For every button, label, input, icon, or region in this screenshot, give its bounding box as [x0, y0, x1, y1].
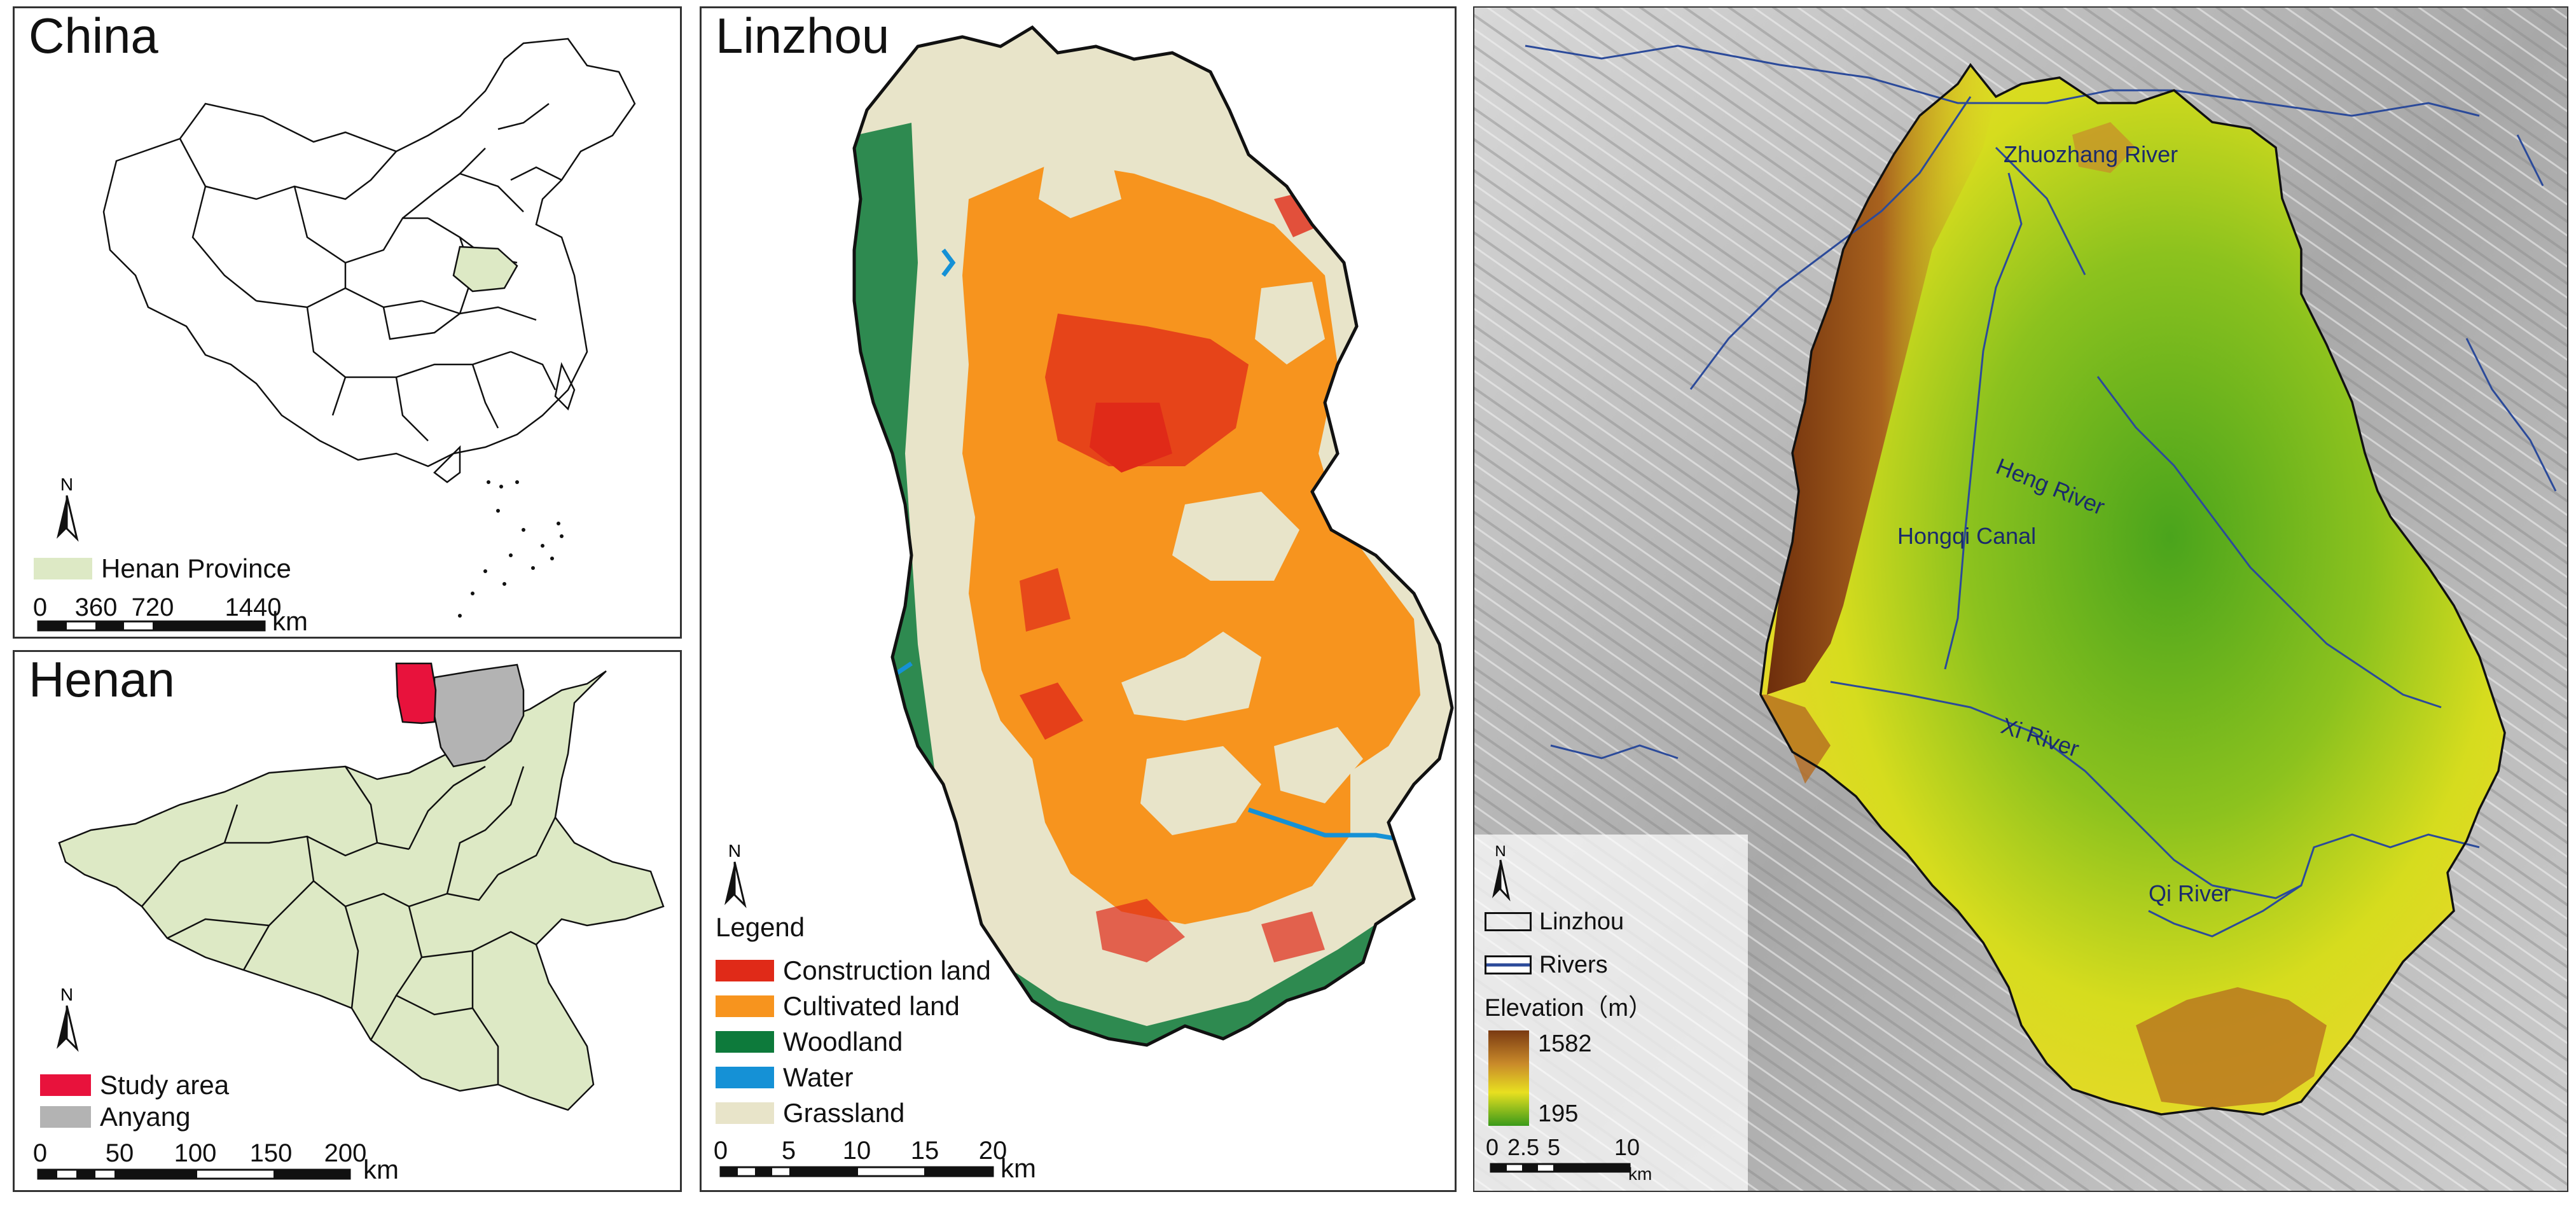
- china-scale-unit: km: [272, 606, 308, 636]
- svg-text:N: N: [60, 985, 73, 1004]
- legend-label: Anyang: [100, 1102, 191, 1132]
- legend-grassland: Grassland: [716, 1100, 904, 1126]
- north-arrow-icon: N: [1492, 843, 1511, 902]
- legend-label: Henan Province: [101, 553, 291, 583]
- scale-tick-3: 15: [910, 1137, 939, 1165]
- elevation-ramp: [1488, 1030, 1529, 1126]
- linzhou-elevation-area: [1761, 65, 2505, 1114]
- henan-panel: Henan N Study area Anyan: [13, 650, 682, 1192]
- north-arrow-icon: N: [57, 475, 79, 542]
- elevation-legend-title: Elevation（m）: [1485, 995, 1652, 1022]
- rivers: [1525, 45, 2557, 938]
- linzhou-panel: Linzhou: [700, 6, 1457, 1192]
- legend-water: Water: [716, 1064, 853, 1091]
- legend-anyang: Anyang: [40, 1104, 190, 1130]
- henan-scale-unit: km: [363, 1154, 399, 1184]
- scale-tick-1: 2.5: [1507, 1134, 1540, 1160]
- legend-label: Grassland: [783, 1098, 905, 1128]
- linzhou-scale-bar: [719, 1166, 994, 1177]
- svg-text:N: N: [60, 475, 73, 494]
- scale-tick-3: 150: [249, 1139, 293, 1167]
- anyang-area: [433, 663, 525, 768]
- henan-highlight: [452, 246, 518, 293]
- legend-label: Rivers: [1539, 952, 1608, 978]
- study-area: [395, 662, 437, 724]
- river-label-zhuozhang: Zhuozhang River: [2004, 141, 2178, 167]
- legend-cultivated-land: Cultivated land: [716, 993, 960, 1020]
- study-area-swatch: [40, 1074, 91, 1096]
- china-title: China: [29, 8, 158, 64]
- scale-tick-2: 720: [131, 593, 174, 621]
- elevation-scale-unit: km: [1628, 1164, 1652, 1184]
- china-scale-bar: [37, 620, 266, 632]
- elevation-panel: Zhuozhang River Heng River Hongqi Canal …: [1473, 6, 2568, 1192]
- scale-tick-3: 1440: [225, 593, 282, 621]
- river-label-qi: Qi River: [2149, 880, 2232, 906]
- elevation-legend: [1474, 835, 1748, 1191]
- water-swatch: [716, 1067, 774, 1088]
- scale-tick-1: 360: [74, 593, 118, 621]
- scale-tick-2: 5: [1547, 1134, 1561, 1160]
- north-arrow-icon: N: [724, 841, 747, 908]
- linzhou-title: Linzhou: [716, 8, 890, 64]
- cultivated-swatch: [716, 995, 774, 1017]
- henan-scale-bar: [37, 1168, 351, 1180]
- china-panel: China: [13, 6, 682, 639]
- river-swatch: [1485, 955, 1532, 974]
- elevation-scale-labels: 0 2.5 5 10: [1474, 1136, 1748, 1161]
- legend-linzhou-boundary: Linzhou: [1485, 910, 1624, 934]
- scale-tick-2: 10: [842, 1137, 871, 1165]
- legend-label: Woodland: [783, 1027, 903, 1057]
- elevation-min-label: 195: [1538, 1100, 1579, 1127]
- henan-title: Henan: [29, 651, 175, 707]
- henan-province-shape: [58, 670, 665, 1111]
- scale-tick-1: 50: [105, 1139, 134, 1167]
- henan-swatch: [34, 558, 92, 579]
- legend-construction-land: Construction land: [716, 957, 991, 984]
- legend-title: Legend: [716, 912, 805, 942]
- woodland-swatch: [716, 1031, 774, 1053]
- legend-study-area: Study area: [40, 1072, 229, 1099]
- linzhou-scale-labels: 0 5 10 15 20: [702, 1137, 1455, 1166]
- north-arrow-icon: N: [57, 985, 79, 1052]
- legend-label: Cultivated land: [783, 991, 960, 1021]
- legend-label: Linzhou: [1539, 908, 1624, 935]
- henan-scale-labels: 0 50 100 150 200: [15, 1139, 680, 1168]
- scale-tick-1: 5: [781, 1137, 796, 1165]
- china-scale-labels: 0 360 720 1440: [15, 593, 680, 623]
- legend-label: Construction land: [783, 955, 991, 985]
- scale-tick-4: 200: [324, 1139, 367, 1167]
- elevation-scale-bar: [1490, 1163, 1631, 1173]
- linzhou-elevation-boundary: [1759, 63, 2506, 1116]
- henan-map: [58, 662, 665, 1111]
- construction-swatch: [716, 960, 774, 981]
- legend-label: Water: [783, 1062, 854, 1092]
- svg-text:N: N: [1495, 843, 1506, 860]
- legend-rivers: Rivers: [1485, 953, 1608, 977]
- scale-tick-4: 20: [978, 1137, 1008, 1165]
- landuse-map: [852, 25, 1454, 1047]
- legend-woodland: Woodland: [716, 1029, 903, 1055]
- scale-tick-2: 100: [174, 1139, 217, 1167]
- china-outline: [102, 38, 636, 468]
- scale-tick-0: 0: [713, 1137, 728, 1165]
- grassland-swatch: [716, 1102, 774, 1124]
- scale-tick-0: 0: [32, 593, 48, 621]
- scale-tick-0: 0: [32, 1139, 48, 1167]
- linzhou-boundary: [852, 25, 1454, 1047]
- linzhou-scale-unit: km: [1001, 1153, 1036, 1183]
- canal-label-hongqi: Hongqi Canal: [1897, 523, 2037, 549]
- anyang-swatch: [40, 1106, 91, 1128]
- elevation-max-label: 1582: [1538, 1030, 1592, 1057]
- scale-tick-3: 10: [1614, 1134, 1640, 1160]
- boundary-swatch: [1485, 912, 1532, 931]
- svg-text:N: N: [728, 841, 741, 861]
- legend-label: Study area: [100, 1070, 230, 1100]
- china-map: [102, 38, 636, 618]
- scale-tick-0: 0: [1485, 1134, 1499, 1160]
- legend-henan-province: Henan Province: [34, 555, 291, 582]
